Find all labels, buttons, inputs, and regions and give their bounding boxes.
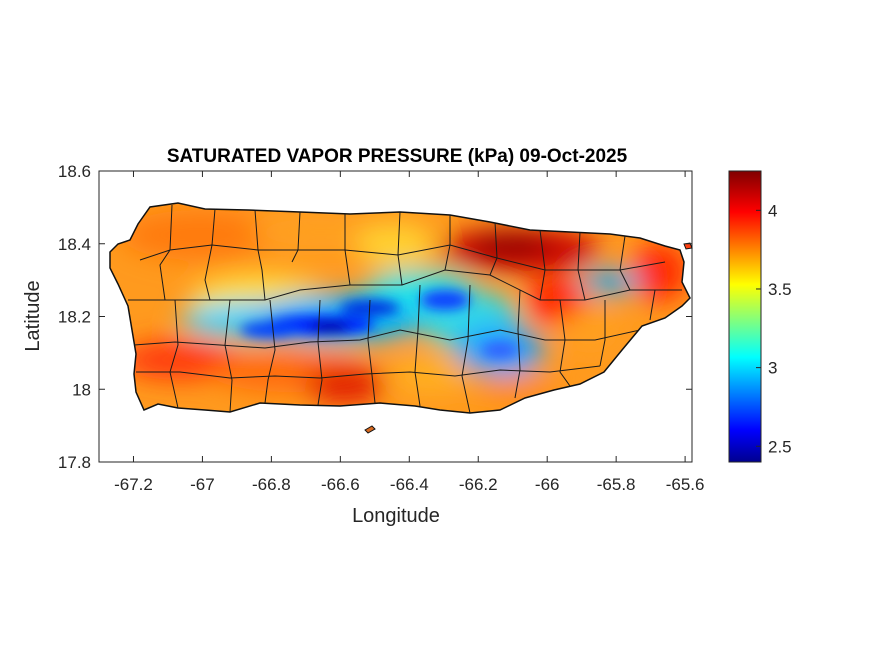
colorbar-ticks: 2.5 3 3.5 4 [756,201,792,456]
x-axis-label: Longitude [352,505,440,527]
y-tick-label: 18.6 [58,162,91,181]
colorbar-tick-label: 2.5 [768,437,792,456]
y-tick-label: 18 [72,380,91,399]
colorbar-tick-label: 4 [768,201,777,220]
y-tick-label: 17.8 [58,453,91,472]
chart-title: SATURATED VAPOR PRESSURE (kPa) 09-Oct-20… [167,146,628,167]
municipal-boundaries [128,204,682,413]
x-tick-label: -67.2 [114,475,153,494]
x-tick-label: -66.2 [459,475,498,494]
y-axis-label: Latitude [22,280,44,351]
x-tick-label: -65.8 [597,475,636,494]
offshore-islet [364,425,376,434]
y-tick-label: 18.2 [58,308,91,327]
y-axis-ticks: 17.8 18 18.2 18.4 18.6 [58,162,692,472]
colorbar [728,170,762,463]
colorbar-tick-label: 3.5 [768,280,792,299]
x-tick-label: -66 [535,475,560,494]
vapor-pressure-field [110,203,690,413]
x-axis-ticks: -67.2 -67 -66.8 -66.6 -66.4 -66.2 -66 -65.8 -65.… [114,171,704,494]
x-tick-label: -66.4 [390,475,429,494]
x-tick-label: -67 [190,475,215,494]
y-tick-label: 18.4 [58,235,91,254]
x-tick-label: -66.6 [321,475,360,494]
colorbar-tick-label: 3 [768,359,777,378]
x-tick-label: -65.6 [666,475,705,494]
x-tick-label: -66.8 [252,475,291,494]
